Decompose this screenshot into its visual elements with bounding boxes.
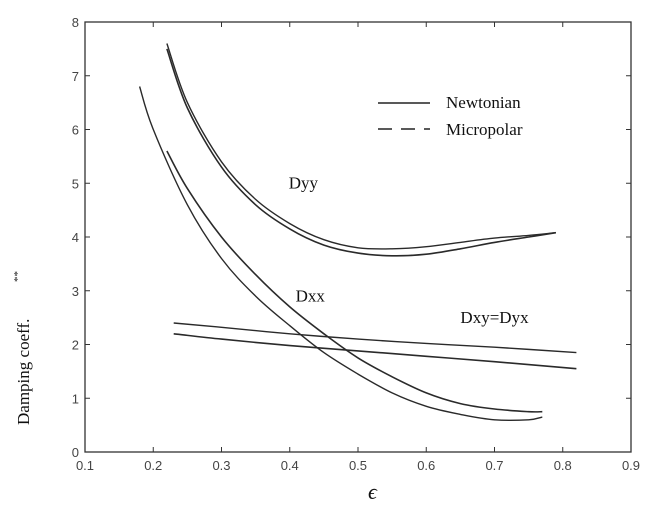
x-tick-label: 0.7 (485, 458, 503, 473)
y-tick-label: 7 (72, 69, 79, 84)
curve-annotation: Dxx (296, 287, 326, 306)
x-tick-label: 0.2 (144, 458, 162, 473)
x-tick-label: 0.5 (349, 458, 367, 473)
x-tick-label: 0.3 (212, 458, 230, 473)
curve-annotation: Dxy=Dyx (460, 308, 529, 327)
y-tick-label: 3 (72, 284, 79, 299)
x-tick-label: 0.1 (76, 458, 94, 473)
y-axis-label: Damping coeff. (14, 319, 33, 425)
legend: Newtonian Micropolar (378, 93, 523, 139)
y-tick-label: 4 (72, 230, 79, 245)
series-line-dyy-newtonian (166, 43, 556, 250)
x-tick-label: 0.8 (554, 458, 572, 473)
x-tick-label: 0.9 (622, 458, 640, 473)
x-tick-label: 0.6 (417, 458, 435, 473)
y-axis-label-superscript: ** (12, 271, 24, 282)
series-line-dxy-micropolar (173, 333, 577, 370)
y-tick-label: 6 (72, 123, 79, 138)
series-line-dxy-newtonian (173, 322, 577, 354)
tick-labels: 0.1 0.2 0.3 0.4 0.5 0.6 0.7 0.8 0.9 0 1 2 3 4 5 6 7 8 (72, 15, 640, 473)
tick-marks (84, 21, 632, 453)
y-tick-label: 2 (72, 338, 79, 353)
plot-frame (84, 21, 632, 453)
legend-label-micropolar: Micropolar (446, 120, 523, 139)
x-axis-label: ϵ (368, 479, 378, 504)
series-line-dxx-micropolar (166, 150, 543, 413)
annotations: Dyy Dxx Dxy=Dyx (289, 174, 529, 327)
series-line-dyy-micropolar (166, 48, 557, 257)
series-line-dxx-newtonian (138, 86, 543, 421)
y-tick-label: 0 (72, 445, 79, 460)
legend-label-newtonian: Newtonian (446, 93, 521, 112)
y-tick-label: 1 (72, 391, 79, 406)
curve-annotation: Dyy (289, 174, 319, 193)
x-tick-label: 0.4 (281, 458, 299, 473)
series-layer (138, 43, 577, 421)
y-tick-label: 8 (72, 15, 79, 30)
y-tick-label: 5 (72, 176, 79, 191)
